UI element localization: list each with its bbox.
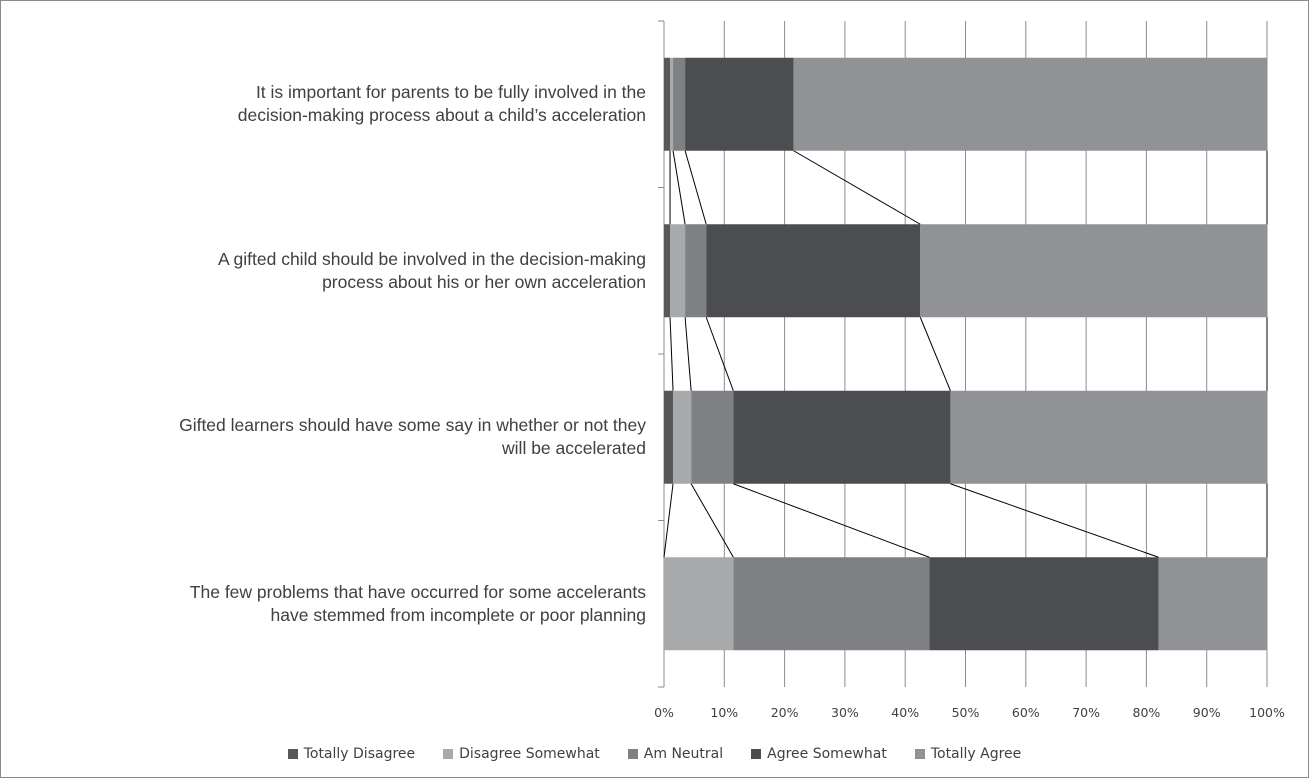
x-tick-label: 40% (891, 705, 919, 720)
series-line (793, 150, 921, 225)
x-tick-label: 60% (1012, 705, 1040, 720)
legend-swatch (287, 749, 298, 759)
legend-label: Agree Somewhat (767, 746, 887, 762)
legend-item: Disagree Somewhat (443, 746, 600, 762)
legend-label: Totally Disagree (303, 746, 416, 762)
bar-disagree-somewhat (670, 224, 686, 318)
bar-disagree-somewhat (670, 57, 674, 151)
bar-disagree-somewhat (673, 390, 692, 484)
series-line (672, 150, 686, 225)
x-tick-label: 30% (831, 705, 859, 720)
category-label: It is important for parents to be fully … (26, 81, 646, 127)
bar-am-neutral (733, 557, 930, 651)
bar-agree-somewhat (706, 224, 921, 318)
legend-item: Totally Disagree (287, 746, 416, 762)
bar-totally-disagree (664, 224, 671, 318)
x-tick-label: 80% (1133, 705, 1161, 720)
bar-am-neutral (691, 390, 734, 484)
x-tick-label: 50% (952, 705, 980, 720)
legend-label: Totally Agree (930, 746, 1022, 762)
series-line (684, 150, 707, 225)
legend-label: Disagree Somewhat (459, 746, 600, 762)
legend-swatch (627, 749, 638, 759)
x-tick-label: 0% (654, 705, 674, 720)
legend-item: Totally Agree (914, 746, 1022, 762)
bar-totally-agree (920, 224, 1267, 318)
legend-item: Am Neutral (627, 746, 724, 762)
bar-totally-agree (1158, 557, 1267, 651)
legend-swatch (914, 749, 925, 759)
category-label: Gifted learners should have some say in … (26, 414, 646, 460)
series-line (684, 317, 692, 391)
bar-am-neutral (685, 224, 707, 318)
series-line (705, 317, 734, 391)
category-label-line: Gifted learners should have some say in … (179, 415, 646, 436)
series-line (669, 317, 674, 391)
category-label-line: A gifted child should be involved in the… (217, 248, 646, 269)
series-line (950, 483, 1159, 558)
bar-totally-disagree (664, 57, 671, 151)
series-line (690, 483, 734, 558)
category-label-line: have stemmed from incomplete or poor pla… (270, 604, 646, 625)
legend-swatch (443, 749, 454, 759)
x-tick-label: 10% (710, 705, 738, 720)
category-label-line: process about his or her own acceleratio… (322, 271, 646, 292)
x-tick-label: 20% (771, 705, 799, 720)
series-line (733, 483, 930, 558)
category-label-line: The few problems that have occurred for … (189, 581, 646, 602)
series-line (663, 483, 674, 558)
bar-totally-agree (950, 390, 1267, 484)
x-tick-label: 70% (1072, 705, 1100, 720)
category-label: A gifted child should be involved in the… (26, 248, 646, 294)
category-label-line: It is important for parents to be fully … (255, 82, 646, 103)
bar-agree-somewhat (733, 390, 951, 484)
x-tick-label: 100% (1249, 705, 1285, 720)
bar-totally-disagree (664, 390, 674, 484)
bar-totally-agree (793, 57, 1267, 151)
category-label-line: decision-making process about a child’s … (237, 105, 646, 126)
legend-label: Am Neutral (643, 746, 724, 762)
x-tick-label: 90% (1193, 705, 1221, 720)
bar-agree-somewhat (685, 57, 794, 151)
category-label: The few problems that have occurred for … (26, 581, 646, 627)
legend-item: Agree Somewhat (751, 746, 887, 762)
bar-am-neutral (673, 57, 686, 151)
series-line (919, 317, 951, 391)
bar-agree-somewhat (929, 557, 1159, 651)
legend-swatch (751, 749, 762, 759)
category-label-line: will be accelerated (502, 438, 646, 459)
legend: Totally Disagree Disagree Somewhat Am Neut… (1, 746, 1308, 762)
bar-disagree-somewhat (664, 557, 734, 651)
